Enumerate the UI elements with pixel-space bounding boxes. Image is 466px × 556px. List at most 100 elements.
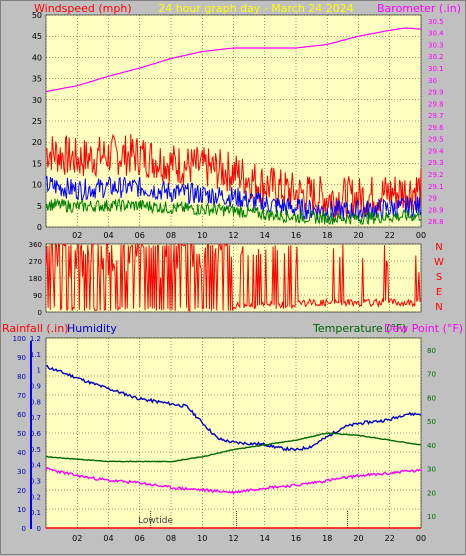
rainfall-y-tick-label: 0.4	[30, 462, 42, 470]
barometer-y-tick-label: 30.3	[428, 41, 444, 49]
wind-y-tick-label: 5	[37, 202, 42, 211]
direction-compass-label: S	[436, 272, 442, 283]
grid-lines	[45, 14, 422, 529]
barometer-y-tick-label: 30.2	[428, 53, 444, 61]
wind-y-tick-label: 50	[32, 11, 42, 20]
wind-x-tick-label: 02	[72, 231, 82, 240]
temperature-y-tick-label: 20	[427, 489, 436, 497]
temperature-y-tick-label: 70	[427, 371, 436, 379]
graph-title: 24 hour graph day - March 24 2024	[158, 2, 354, 15]
humidity-y-tick-label: 40	[17, 449, 26, 457]
barometer-y-tick-label: 30.1	[428, 65, 444, 73]
barometer-y-tick-label: 29.3	[428, 159, 444, 167]
direction-y-tick-label: 360	[29, 241, 42, 249]
humidity-x-tick-label: 06	[135, 534, 145, 543]
direction-y-tick-label: 180	[29, 275, 42, 283]
humidity-y-tick-label: 70	[17, 392, 26, 400]
barometer-y-tick-label: 29.2	[428, 171, 444, 179]
lowtide-annotation: Lowtide	[138, 516, 173, 526]
barometer-y-tick-label: 30	[428, 77, 437, 85]
wind-x-tick-label: 14	[260, 231, 270, 240]
barometer-y-tick-label: 30.4	[428, 30, 444, 38]
barometer-y-tick-label: 30.5	[428, 18, 444, 26]
direction-compass-label: N	[435, 242, 442, 253]
humidity-y-tick-label: 30	[17, 468, 26, 476]
wind-y-tick-label: 45	[32, 32, 42, 41]
wind-y-tick-label: 0	[37, 223, 42, 232]
direction-y-tick-label: 90	[33, 292, 42, 300]
windspeed-average-line	[45, 175, 422, 223]
temperature-axis-label: Temperature (°F)	[312, 322, 407, 335]
axis-tick-labels: 0510152025303540455028.828.92929.129.229…	[13, 11, 445, 543]
wind-x-tick-label: 12	[228, 231, 238, 240]
direction-compass-label: W	[434, 257, 444, 268]
barometer-y-tick-label: 29.1	[428, 183, 444, 191]
direction-compass-label: N	[435, 302, 442, 313]
humidity-y-tick-label: 10	[17, 506, 26, 514]
wind-y-tick-label: 35	[32, 75, 42, 84]
barometer-y-tick-label: 29.7	[428, 112, 444, 120]
humidity-x-tick-label: 04	[103, 534, 113, 543]
wind-y-tick-label: 30	[32, 96, 42, 105]
humidity-x-tick-label: 10	[197, 534, 207, 543]
rainfall-y-tick-label: 1.2	[30, 335, 41, 343]
windspeed-gust-line	[45, 133, 422, 219]
humidity-axis-label: Humidity	[67, 322, 117, 335]
humidity-x-tick-label: 00	[416, 534, 426, 543]
wind-x-tick-label: 10	[197, 231, 207, 240]
rainfall-y-tick-label: 1	[37, 367, 41, 375]
humidity-y-tick-label: 20	[17, 487, 26, 495]
humidity-x-tick-label: 16	[291, 534, 301, 543]
humidity-y-tick-label: 90	[17, 354, 26, 362]
wind-y-tick-label: 20	[32, 138, 42, 147]
temperature-y-tick-label: 40	[427, 442, 436, 450]
rainfall-y-tick-label: 1.1	[30, 351, 41, 359]
wind-x-tick-label: 16	[291, 231, 301, 240]
humidity-x-tick-label: 22	[385, 534, 395, 543]
humidity-x-tick-label: 12	[228, 534, 238, 543]
rainfall-y-tick-label: 0.2	[30, 493, 41, 501]
barometer-line	[45, 27, 422, 93]
wind-y-tick-label: 25	[32, 117, 42, 126]
temperature-y-tick-label: 50	[427, 418, 436, 426]
humidity-x-tick-label: 18	[322, 534, 332, 543]
humidity-y-tick-label: 50	[17, 430, 26, 438]
rainfall-y-tick-label: 0	[37, 525, 41, 533]
barometer-y-tick-label: 28.8	[428, 218, 444, 226]
wind-x-tick-label: 22	[385, 231, 395, 240]
wind-y-tick-label: 40	[32, 53, 42, 62]
rainfall-y-tick-label: 0.3	[30, 478, 41, 486]
humidity-y-tick-label: 60	[17, 411, 26, 419]
barometer-y-tick-label: 29	[428, 195, 437, 203]
direction-y-tick-label: 270	[29, 258, 42, 266]
barometer-y-tick-label: 29.6	[428, 124, 444, 132]
humidity-line	[45, 364, 422, 452]
temperature-y-tick-label: 60	[427, 394, 436, 402]
wind-x-tick-label: 04	[103, 231, 113, 240]
barometer-y-tick-label: 29.9	[428, 89, 444, 97]
humidity-x-tick-label: 14	[260, 534, 270, 543]
barometer-axis-label: Barometer (.in)	[377, 2, 461, 15]
humidity-x-tick-label: 08	[166, 534, 176, 543]
wind-x-tick-label: 00	[416, 231, 426, 240]
humidity-y-tick-label: 0	[22, 525, 26, 533]
wind-y-tick-label: 15	[32, 159, 42, 168]
rainfall-y-tick-label: 0.7	[30, 414, 41, 422]
temperature-y-tick-label: 10	[427, 513, 436, 521]
humidity-y-tick-label: 80	[17, 373, 26, 381]
temperature-y-tick-label: 80	[427, 347, 436, 355]
barometer-y-tick-label: 29.5	[428, 136, 444, 144]
wind-y-tick-label: 10	[32, 181, 42, 190]
data-series	[30, 27, 422, 529]
rainfall-y-tick-label: 0.6	[30, 430, 42, 438]
barometer-y-tick-label: 29.8	[428, 100, 444, 108]
barometer-y-tick-label: 28.9	[428, 206, 444, 214]
barometer-y-tick-label: 29.4	[428, 147, 444, 155]
dew-point-line	[45, 466, 422, 495]
temperature-y-tick-label: 30	[427, 466, 436, 474]
rainfall-y-tick-label: 0.1	[30, 509, 41, 517]
humidity-x-tick-label: 02	[72, 534, 82, 543]
wind-direction-line	[45, 242, 422, 312]
